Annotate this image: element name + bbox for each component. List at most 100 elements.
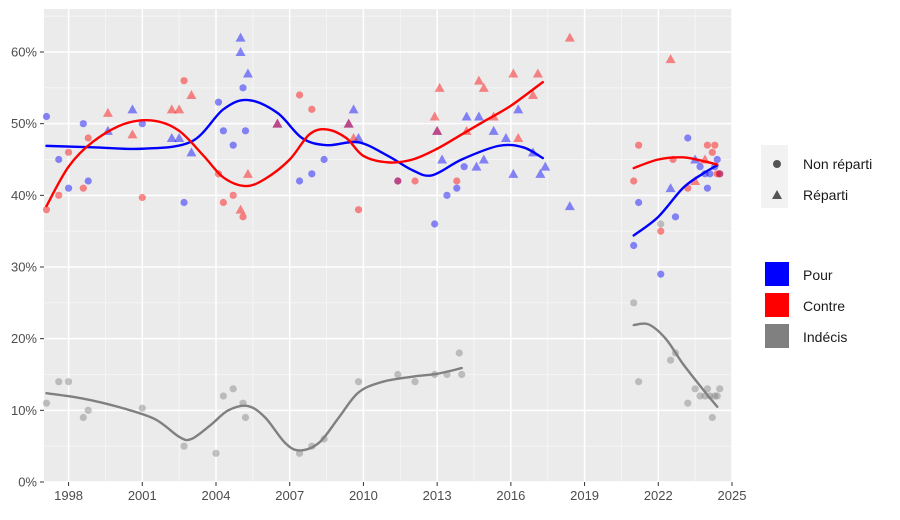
point-pour-circle xyxy=(239,84,247,92)
legend-swatch-indecis xyxy=(765,324,789,348)
point-contre-triangle xyxy=(434,82,445,92)
x-tick-label: 2016 xyxy=(496,488,525,503)
shape-legend: Non réparti Réparti xyxy=(761,145,872,208)
point-contre-triangle xyxy=(343,118,354,128)
legend-label-pour: Pour xyxy=(803,267,833,283)
point-pour-triangle xyxy=(343,118,354,128)
legend-label-indecis: Indécis xyxy=(803,329,847,345)
point-contre-circle xyxy=(394,177,402,185)
point-contre-triangle xyxy=(508,68,519,78)
point-pour-triangle xyxy=(564,201,575,211)
trend-line-contre xyxy=(45,80,544,208)
point-indécis-circle xyxy=(696,392,704,400)
legend-swatch-pour xyxy=(765,262,789,286)
point-pour-triangle xyxy=(478,154,489,164)
point-contre-circle xyxy=(42,206,51,214)
color-legend: Pour Contre Indécis xyxy=(765,262,847,348)
point-pour-triangle xyxy=(488,125,499,135)
point-pour-circle xyxy=(443,191,451,199)
x-tick-label: 2019 xyxy=(570,488,599,503)
point-contre-circle xyxy=(711,141,719,149)
point-indécis-circle xyxy=(711,392,719,400)
point-contre-triangle xyxy=(564,32,575,42)
point-indécis-circle xyxy=(354,378,363,386)
point-contre-circle xyxy=(55,191,63,199)
point-pour-circle xyxy=(229,141,237,149)
point-pour-circle xyxy=(713,155,721,164)
point-contre-circle xyxy=(657,227,665,235)
point-indécis-circle xyxy=(241,413,250,422)
point-pour-circle xyxy=(219,127,227,135)
point-pour-circle xyxy=(214,98,223,106)
point-pour-circle xyxy=(630,241,638,250)
legend-triangle-icon xyxy=(772,190,782,199)
point-indécis-circle xyxy=(411,378,419,386)
point-indécis-circle xyxy=(703,385,712,393)
grid-minor xyxy=(44,9,732,482)
point-indécis-circle xyxy=(42,399,51,407)
trend-line-pour xyxy=(632,164,719,237)
point-indécis-circle xyxy=(708,413,716,422)
y-tick-label: 60% xyxy=(11,45,37,60)
point-pour-circle xyxy=(394,177,402,185)
point-contre-circle xyxy=(453,177,461,185)
point-contre-triangle xyxy=(174,104,185,114)
point-pour-circle xyxy=(180,198,188,207)
point-contre-circle xyxy=(229,191,237,199)
point-contre-circle xyxy=(239,213,247,221)
point-pour-circle xyxy=(138,120,146,128)
point-pour-circle xyxy=(431,220,439,228)
x-tick-label: 2004 xyxy=(202,488,231,503)
trend-line-indécis xyxy=(45,366,463,452)
point-contre-circle xyxy=(79,184,87,192)
point-pour-circle xyxy=(295,177,304,185)
point-contre-circle xyxy=(219,198,227,207)
point-indécis-circle xyxy=(79,413,87,422)
point-indécis-circle xyxy=(64,378,73,386)
point-pour-triangle xyxy=(665,183,676,193)
point-pour-circle xyxy=(84,177,92,185)
point-contre-triangle xyxy=(513,133,524,142)
point-contre-circle xyxy=(84,134,92,142)
point-contre-circle xyxy=(713,170,721,178)
y-tick-label: 20% xyxy=(11,331,37,346)
x-tick-label: 1998 xyxy=(54,488,83,503)
point-pour-circle xyxy=(308,170,316,178)
point-pour-triangle xyxy=(437,154,448,164)
point-contre-circle xyxy=(630,177,638,185)
point-pour-circle xyxy=(635,198,643,207)
point-contre-circle xyxy=(180,77,188,85)
point-contre-triangle xyxy=(102,107,113,117)
y-tick-label: 40% xyxy=(11,188,37,203)
point-contre-circle xyxy=(308,105,316,113)
point-indécis-circle xyxy=(684,399,692,407)
point-pour-triangle xyxy=(235,47,246,56)
point-pour-circle xyxy=(706,170,714,178)
point-pour-circle xyxy=(657,270,665,278)
legend-shape-label-non-reparti: Non réparti xyxy=(803,156,872,172)
point-indécis-circle xyxy=(716,385,724,393)
point-pour-triangle xyxy=(471,161,482,171)
x-tick-label: 2007 xyxy=(275,488,304,503)
legend-circle-icon xyxy=(773,160,781,168)
point-contre-triangle xyxy=(127,129,138,139)
point-pour-triangle xyxy=(166,133,177,142)
point-indécis-circle xyxy=(455,349,463,357)
y-tick-label: 30% xyxy=(11,260,37,275)
legend-swatch-contre xyxy=(765,293,789,317)
point-pour-triangle xyxy=(353,133,364,142)
point-contre-triangle xyxy=(348,133,359,142)
point-contre-triangle xyxy=(186,90,197,99)
point-pour-triangle xyxy=(242,68,253,78)
point-pour-circle xyxy=(42,112,51,121)
marks xyxy=(42,32,724,457)
point-pour-circle xyxy=(703,184,712,192)
point-contre-triangle xyxy=(532,68,543,78)
point-contre-circle xyxy=(138,193,146,202)
point-pour-triangle xyxy=(513,104,524,114)
x-tick-label: 2025 xyxy=(718,488,747,503)
point-indécis-circle xyxy=(138,404,146,412)
point-contre-triangle xyxy=(235,204,246,214)
